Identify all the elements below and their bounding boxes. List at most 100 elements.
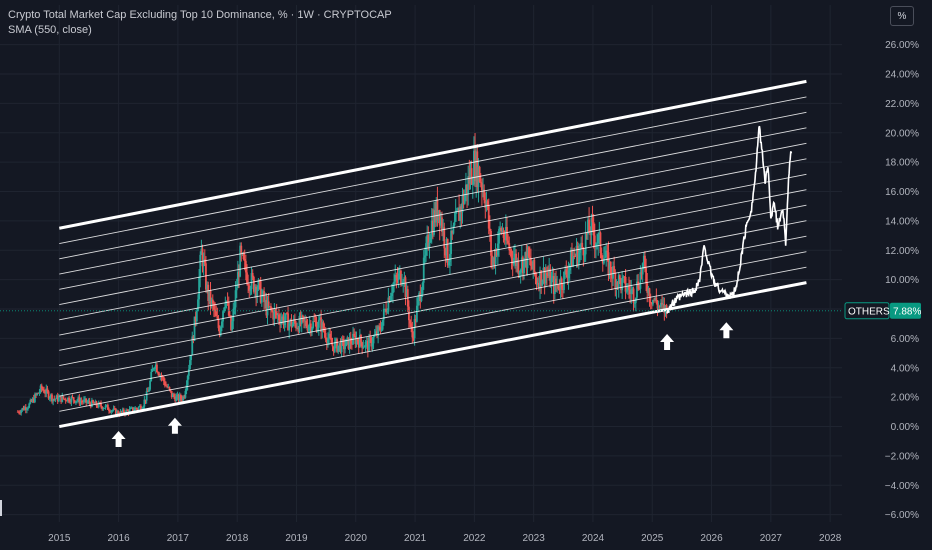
candle-body: [192, 336, 195, 341]
candle-body: [53, 398, 56, 400]
projection-path: [666, 125, 793, 314]
candle-body: [210, 299, 213, 306]
candle-body: [642, 255, 645, 264]
candle-body: [549, 268, 552, 287]
indicator-label[interactable]: SMA (550, close): [8, 24, 92, 36]
candle-body: [368, 337, 370, 352]
channel-inner-line: [59, 111, 807, 260]
candle-body: [275, 310, 278, 316]
candle-body: [197, 299, 199, 311]
candle-body: [544, 273, 547, 284]
candle-body: [613, 266, 616, 273]
candle-body: [500, 228, 503, 232]
y-tick-label: −2.00%: [885, 451, 919, 462]
candle-body: [614, 272, 617, 289]
x-axis[interactable]: 2015 2016 2017 2018 2019 2020 2021 2022 2023 2024…: [48, 533, 842, 544]
candle-body: [574, 256, 577, 257]
candle-body: [624, 276, 627, 292]
candle-body: [514, 253, 516, 258]
last-value-bg: [890, 302, 921, 319]
candle-body: [466, 184, 468, 195]
candle-body: [126, 409, 129, 411]
candle-body: [526, 247, 529, 269]
candle-body: [194, 316, 197, 322]
candle-body: [565, 269, 568, 275]
candle-body: [250, 273, 253, 290]
candle-body: [422, 257, 425, 283]
candle-body: [558, 288, 561, 290]
candle-body: [553, 278, 556, 294]
x-tick-label: 2015: [48, 533, 71, 544]
candle-body: [202, 259, 205, 267]
candle-body: [205, 263, 207, 290]
candle-body: [550, 277, 553, 287]
candle-body: [397, 273, 400, 281]
candle-body: [451, 230, 454, 234]
candle-body: [620, 279, 622, 291]
candle-body: [232, 308, 235, 322]
candle-body: [322, 322, 325, 331]
chart-title[interactable]: Crypto Total Market Cap Excluding Top 10…: [8, 9, 392, 21]
candle-body: [658, 305, 661, 307]
candle-body: [63, 398, 66, 400]
candle-body: [502, 231, 505, 238]
candle-body: [545, 273, 548, 275]
candle-body: [608, 261, 611, 275]
candle-body: [339, 342, 342, 353]
candle-body: [46, 388, 49, 392]
arrow-up-icon: [111, 430, 126, 447]
candle-body: [69, 401, 72, 403]
candle-body: [64, 398, 67, 401]
candle-body: [555, 278, 557, 285]
candle-body: [344, 346, 346, 350]
candle-body: [386, 311, 389, 313]
candle-body: [354, 335, 357, 344]
scroll-handle[interactable]: [0, 500, 2, 516]
candle-body: [430, 220, 433, 238]
candle-body: [177, 394, 180, 401]
candle-body: [143, 399, 146, 407]
candle-body: [522, 257, 524, 274]
y-tick-label: 0.00%: [891, 422, 919, 433]
grid: [0, 5, 842, 522]
candle-body: [379, 327, 382, 330]
x-tick-label: 2017: [167, 533, 190, 544]
candle-body: [333, 341, 336, 352]
candle-body: [353, 333, 356, 336]
candle-body: [35, 394, 37, 396]
candle-body: [37, 392, 40, 394]
candle-body: [629, 289, 632, 294]
candle-body: [96, 405, 99, 408]
candle-body: [282, 316, 285, 326]
candle-body: [469, 168, 472, 184]
candle-body: [23, 407, 26, 411]
candle-body: [211, 299, 214, 304]
candle-body: [47, 391, 50, 399]
candle-body: [507, 240, 510, 244]
candle-body: [482, 189, 484, 191]
candle-body: [187, 369, 190, 376]
candle-body: [266, 301, 269, 316]
x-tick-label: 2020: [345, 533, 368, 544]
candle-body: [389, 296, 392, 302]
candle-body: [655, 297, 658, 304]
candle-body: [152, 368, 155, 370]
candle-body: [235, 288, 238, 291]
candle-body: [468, 176, 471, 184]
y-axis[interactable]: 26.00% 24.00% 22.00% 20.00% 18.00% 16.00% 14.0…: [885, 40, 919, 521]
candle-body: [108, 409, 110, 412]
candle-body: [478, 166, 481, 182]
y-tick-label: 12.00%: [885, 246, 919, 257]
x-tick-label: 2026: [700, 533, 723, 544]
candle-body: [455, 210, 458, 212]
candle-body: [166, 385, 169, 388]
candle-body: [88, 401, 91, 404]
candle-body: [494, 250, 497, 265]
candle-body: [148, 389, 150, 392]
y-tick-label: 14.00%: [885, 216, 919, 227]
candle-body: [234, 290, 237, 308]
candle-body: [119, 411, 122, 416]
percent-scale-button[interactable]: %: [890, 6, 914, 26]
candle-body: [200, 248, 203, 255]
